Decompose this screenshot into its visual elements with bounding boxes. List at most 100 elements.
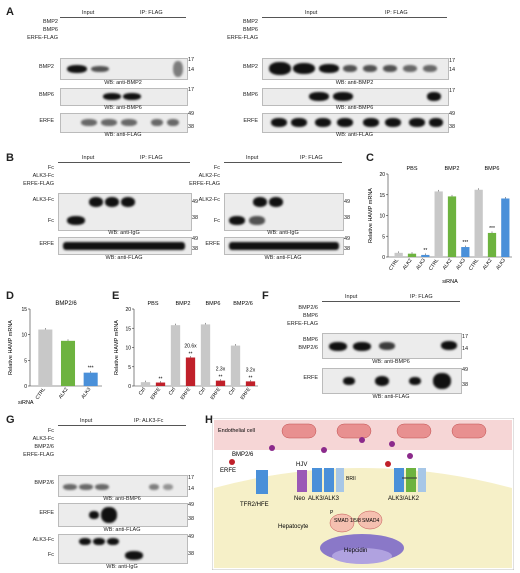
panel-label-d: D (6, 290, 14, 302)
blot-erfe (58, 237, 192, 255)
blot-label: BMP6 (39, 92, 54, 98)
group-label: BMP2 (176, 301, 191, 307)
bar (170, 325, 181, 386)
mw-marker: 49 (188, 111, 195, 117)
x-tick-label: CTRL (468, 258, 481, 272)
blot-label: BMP2 (39, 64, 54, 70)
ip-flag-header: IP: FLAG (410, 294, 433, 300)
mw-marker: 38 (188, 124, 195, 130)
row-label: BMP2/6 (34, 444, 54, 450)
mw-marker: 49 (449, 111, 456, 117)
group-label: BMP2 (445, 166, 460, 172)
y-tick-label: 0 (128, 384, 131, 390)
group-label: PBS (147, 301, 158, 307)
mw-marker: 14 (462, 346, 469, 352)
row-label: ERFE-FLAG (27, 35, 58, 41)
blot-bmp2 (60, 58, 188, 80)
mw-marker: 49 (188, 534, 195, 540)
diagram-label: ALK3/ALK3 (308, 496, 340, 502)
row-label: ALK3-Fc (32, 436, 54, 442)
bar (155, 382, 166, 386)
x-tick-label: Ctrl (168, 387, 177, 397)
bar (447, 196, 457, 257)
row-label: BMP6 (303, 313, 318, 319)
blot-erfe (224, 237, 344, 255)
significance: ** (189, 352, 193, 358)
x-tick-label: CTRL (428, 258, 441, 272)
bar (501, 198, 510, 257)
y-axis-label: Relative HAMP mRNA (8, 320, 14, 375)
x-tick-label: ERFE (150, 386, 163, 401)
blot-label: ERFE (39, 510, 54, 516)
wb-label: WB: anti-IgG (267, 230, 299, 236)
panel-label-h: H (205, 414, 213, 426)
y-tick-label: 20 (125, 307, 131, 313)
diagram-label: ERFE (220, 468, 236, 474)
ip-flag-header: IP: FLAG (300, 155, 323, 161)
bar (215, 380, 226, 386)
diagram-label: ALK3/ALK2 (388, 496, 420, 502)
group-label: PBS (406, 166, 417, 172)
diagram-label: P (330, 510, 334, 516)
x-tick-label: Ctrl (138, 387, 147, 397)
bar (434, 191, 443, 257)
row-label: Fc (47, 165, 54, 171)
mw-marker: 49 (462, 367, 469, 373)
wb-label: WB: anti-IgG (106, 564, 138, 570)
row-label: ERFE-FLAG (23, 452, 54, 458)
diagram-label: Endothelial cell (218, 428, 255, 434)
y-tick-label: 0 (24, 384, 27, 390)
row-label: ERFE-FLAG (227, 35, 258, 41)
bar (230, 345, 241, 386)
y-tick-label: 15 (379, 193, 385, 199)
wb-label: WB: anti-BMP6 (372, 359, 410, 365)
y-tick-label: 10 (125, 346, 131, 352)
x-tick-label: Ctrl (228, 387, 237, 397)
x-tick-label: ALK3 (415, 258, 427, 272)
mw-marker: 17 (188, 57, 195, 63)
mw-marker: 14 (188, 486, 195, 492)
significance: ** (159, 377, 163, 383)
input-header: Input (82, 10, 95, 16)
significance: *** (489, 226, 495, 232)
blot-label: ALK3-Fc (32, 197, 54, 203)
blot-label: BMP2/6 (298, 345, 318, 351)
significance: ** (249, 375, 253, 381)
wb-label: WB: anti-FLAG (103, 527, 141, 533)
diagram-label: SMAD4 (362, 518, 379, 524)
blot-igg (58, 534, 188, 564)
y-tick-label: 5 (128, 365, 131, 371)
blot-bmp6 (60, 88, 188, 106)
bar (487, 232, 497, 257)
row-label: Fc (47, 428, 54, 434)
chart-title: BMP2/6 (55, 301, 77, 307)
row-label: Fc (213, 165, 220, 171)
y-tick-label: 15 (125, 326, 131, 332)
blot-label: Fc (47, 218, 54, 224)
panel-label-e: E (112, 290, 120, 302)
y-axis-label: Relative HAMP mRNA (114, 320, 120, 375)
bar (83, 372, 98, 386)
group-label: BMP2/6 (233, 301, 253, 307)
row-label: BMP6 (43, 27, 58, 33)
panel-label-c: C (366, 152, 374, 164)
mw-marker: 38 (192, 215, 199, 221)
mw-marker: 17 (449, 58, 456, 64)
blot-erfe (60, 113, 188, 133)
blot-label: BMP6 (303, 337, 318, 343)
bar (394, 252, 403, 257)
group-label: BMP6 (206, 301, 221, 307)
ip-flag-header: IP: FLAG (385, 10, 408, 16)
significance: *** (88, 366, 94, 372)
blot-erfe (58, 503, 188, 527)
panel-label-f: F (262, 290, 269, 302)
blot-igg (224, 193, 344, 231)
row-label: ERFE-FLAG (287, 321, 318, 327)
y-tick-label: 5 (24, 358, 27, 364)
bar (185, 357, 196, 386)
significance: ** (219, 375, 223, 381)
x-tick-label: ALK3 (495, 258, 507, 272)
wb-label: WB: anti-BMP6 (104, 105, 142, 111)
